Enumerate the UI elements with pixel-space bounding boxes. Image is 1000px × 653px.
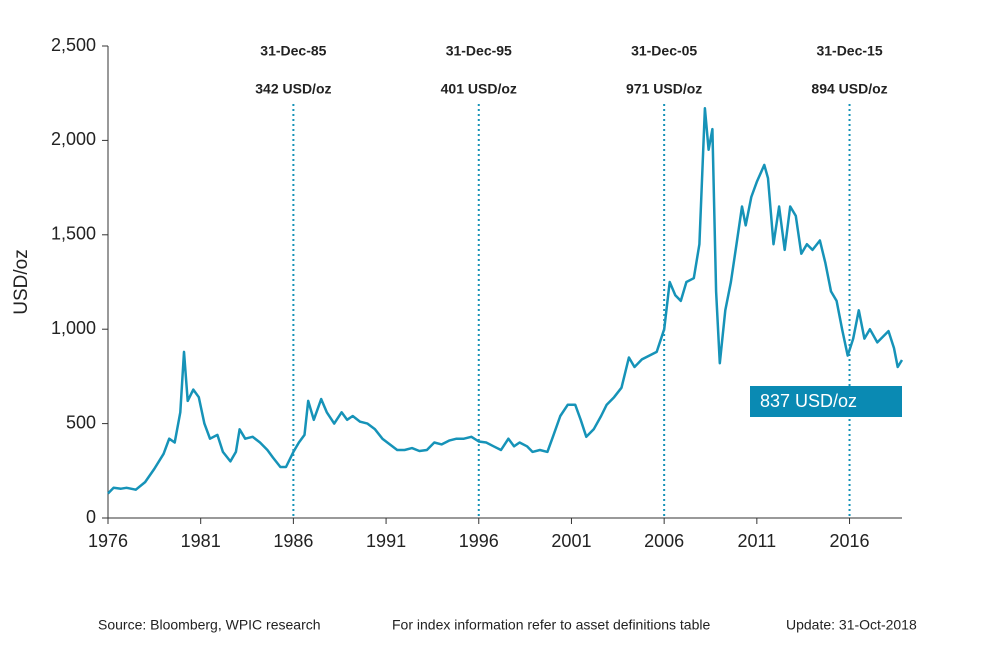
source: Source: Bloomberg, WPIC research <box>98 617 321 633</box>
y-tick-label: 1,000 <box>51 318 96 338</box>
y-tick-label: 2,000 <box>51 129 96 149</box>
x-tick-label: 1976 <box>88 531 128 551</box>
event-date: 31-Dec-15 <box>816 43 882 59</box>
y-tick-label: 2,500 <box>51 35 96 55</box>
event-date: 31-Dec-05 <box>631 43 697 59</box>
event-price: 401 USD/oz <box>441 81 517 97</box>
price-line <box>107 107 904 495</box>
x-tick-label: 1996 <box>459 531 499 551</box>
x-tick-label: 1986 <box>273 531 313 551</box>
x-tick-label: 2011 <box>737 531 776 551</box>
x-tick-label: 2006 <box>644 531 684 551</box>
x-tick-label: 2016 <box>830 531 870 551</box>
event-date: 31-Dec-95 <box>446 43 512 59</box>
y-axis-label: USD/oz <box>11 249 32 314</box>
update: Update: 31-Oct-2018 <box>786 617 917 633</box>
y-tick-label: 0 <box>86 507 96 527</box>
x-tick-label: 1981 <box>181 531 221 551</box>
event-date: 31-Dec-85 <box>260 43 326 59</box>
note: For index information refer to asset def… <box>392 617 710 633</box>
y-tick-label: 1,500 <box>51 224 96 244</box>
last-label-box <box>750 386 902 417</box>
event-price: 971 USD/oz <box>626 81 702 97</box>
event-price: 894 USD/oz <box>811 81 887 97</box>
last-label: 837 USD/oz <box>760 391 857 411</box>
x-tick-label: 1991 <box>366 531 406 551</box>
y-tick-label: 500 <box>66 412 96 432</box>
event-price: 342 USD/oz <box>255 81 331 97</box>
x-tick-label: 2001 <box>551 531 591 551</box>
